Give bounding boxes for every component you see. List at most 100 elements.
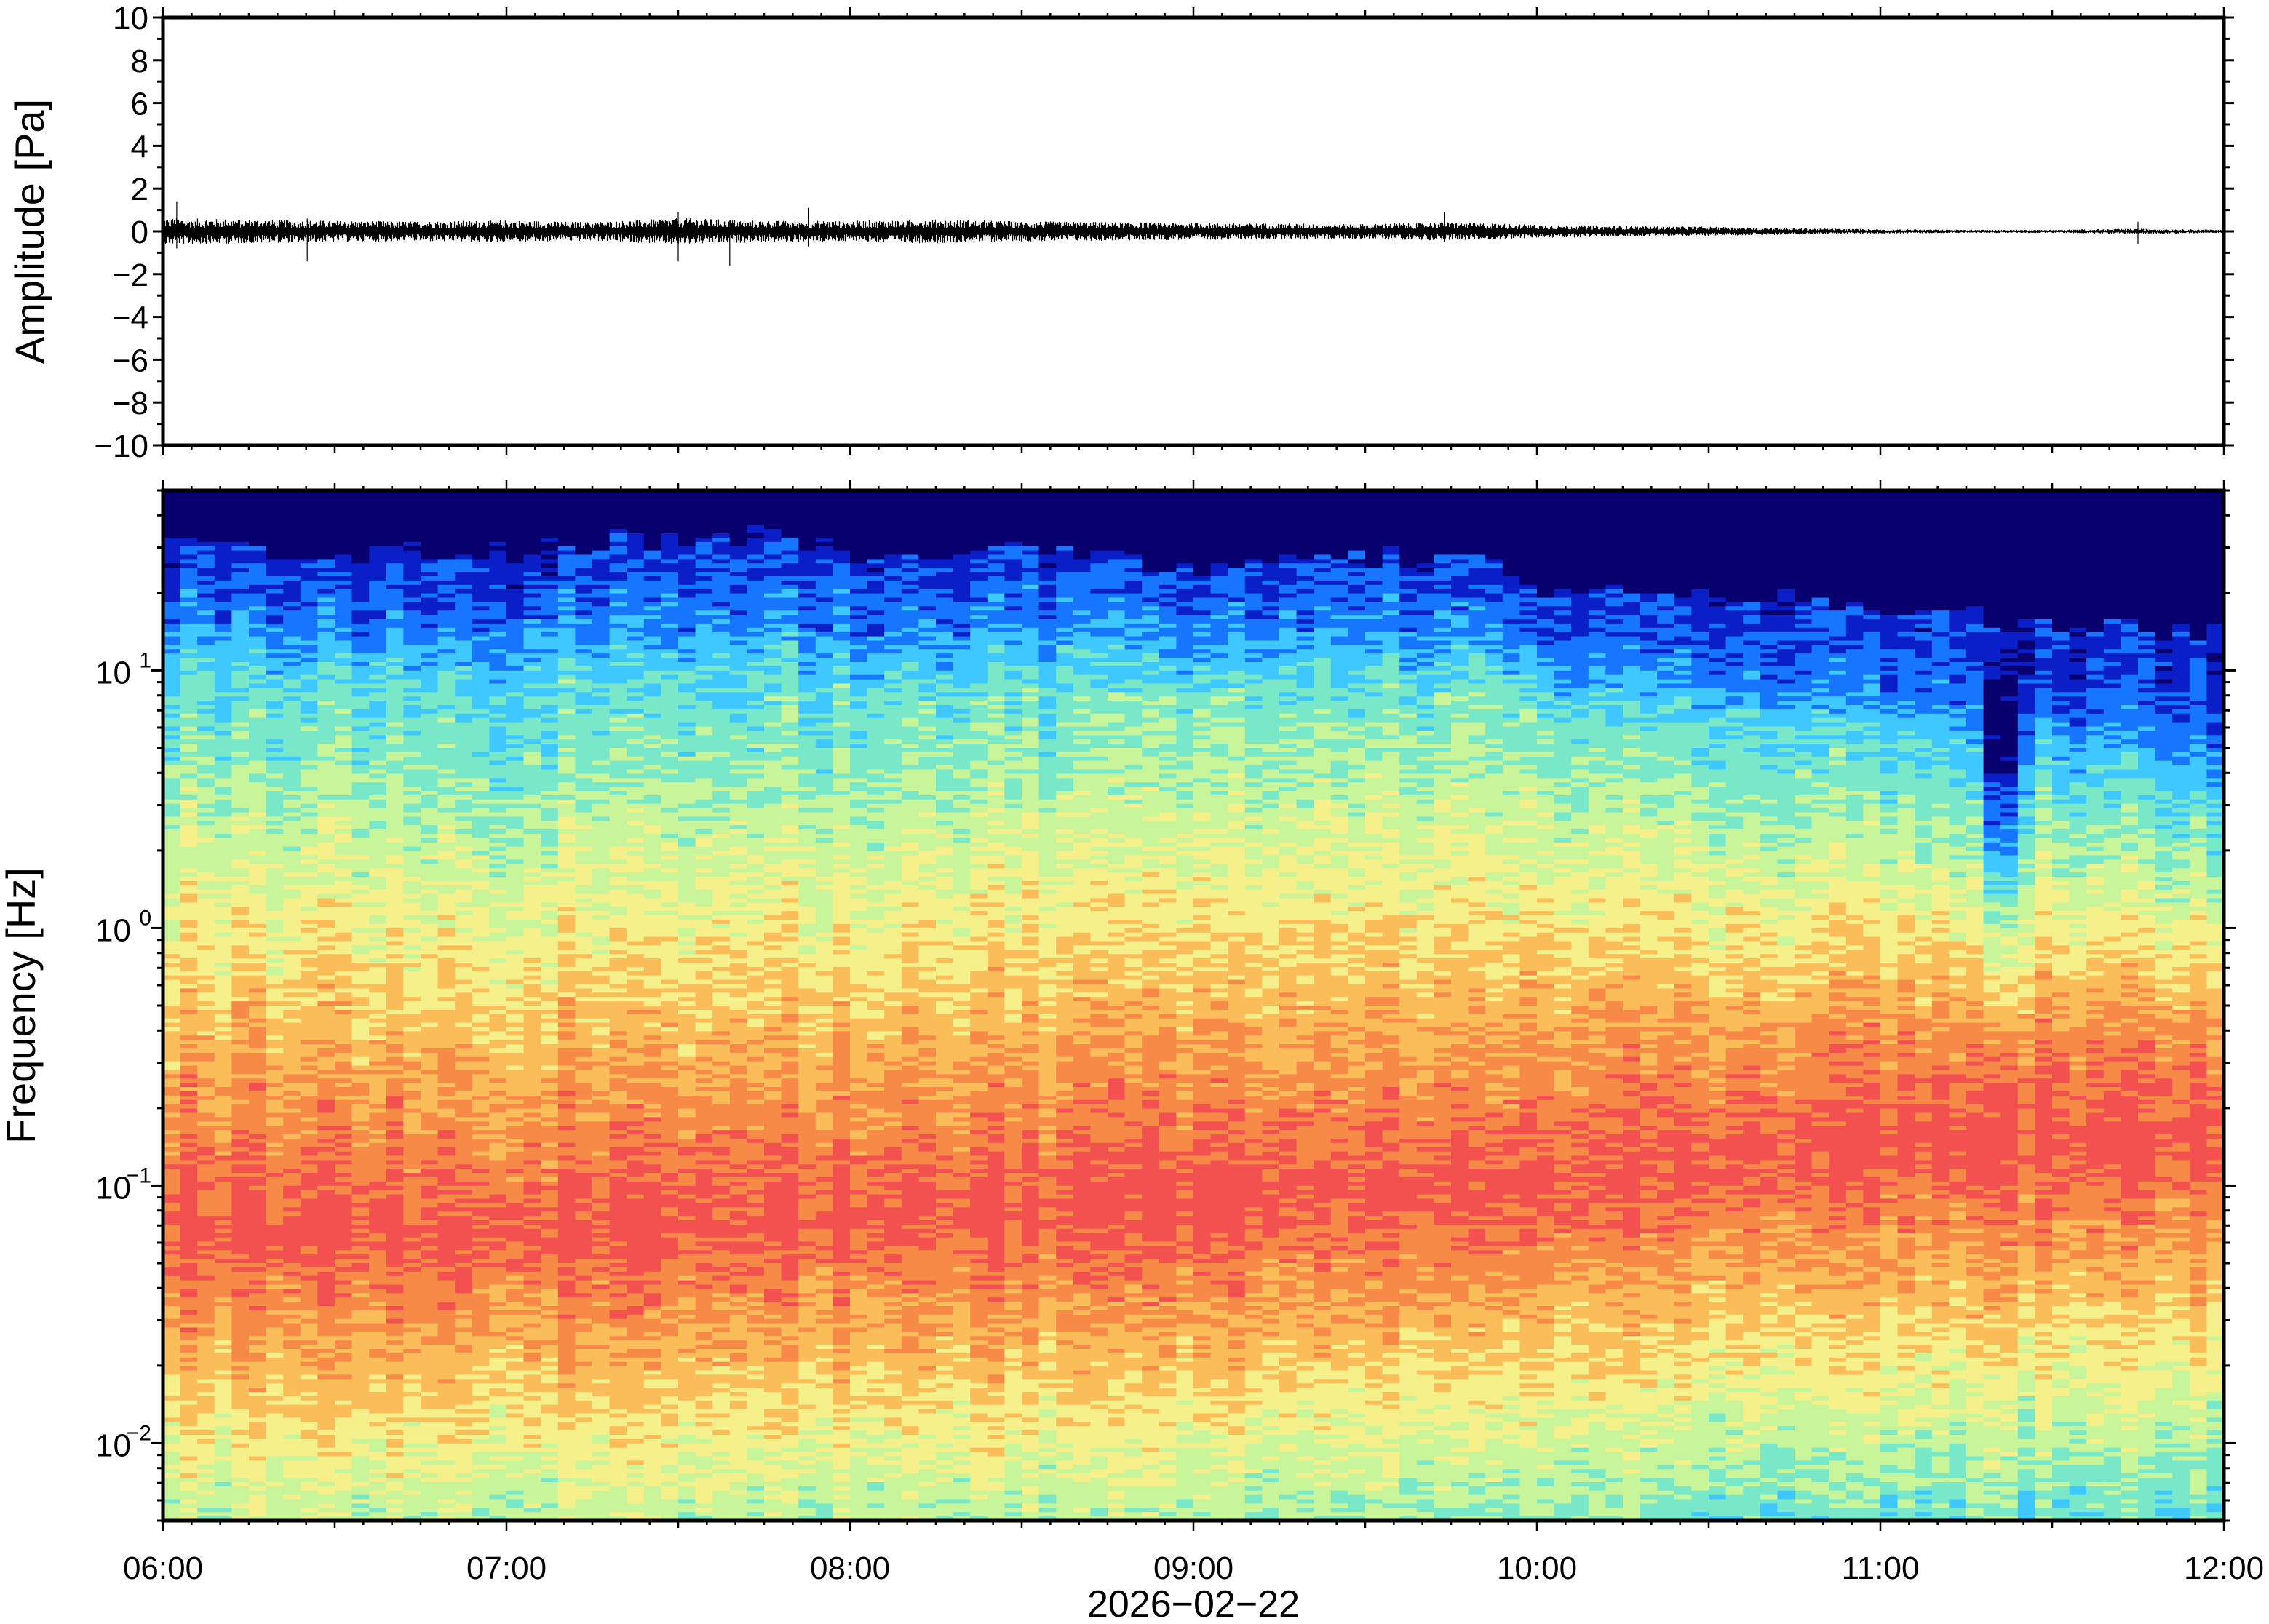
spectrogram-cell [317, 799, 335, 805]
spectrogram-cell [197, 722, 215, 728]
spectrogram-cell [231, 606, 250, 611]
spectrogram-cell [335, 1336, 353, 1341]
spectrogram-cell [351, 1177, 370, 1182]
spectrogram-cell [472, 692, 490, 697]
spectrogram-cell [386, 773, 404, 779]
spectrogram-cell [351, 803, 370, 809]
spectrogram-cell [283, 696, 301, 701]
spectrogram-cell [163, 1275, 181, 1281]
spectrogram-cell [180, 541, 198, 547]
spectrogram-cell [403, 1280, 421, 1286]
spectrogram-cell [197, 490, 215, 495]
spectrogram-cell [266, 1198, 284, 1203]
spectrogram-cell [386, 576, 404, 581]
spectrogram-cell [472, 877, 490, 882]
spectrogram-cell [369, 498, 387, 504]
spectrogram-cell [317, 1340, 335, 1345]
spectrogram-cell [351, 554, 370, 560]
spectrogram-cell [163, 1130, 181, 1135]
spectrogram-cell [386, 864, 404, 869]
spectrogram-cell [317, 1130, 335, 1135]
spectrogram-cell [180, 1417, 198, 1422]
spectrogram-cell [335, 572, 353, 577]
spectrogram-cell [403, 1494, 421, 1500]
spectrogram-cell [335, 1435, 353, 1440]
spectrogram-cell [300, 825, 318, 830]
spectrogram-cell [180, 880, 198, 886]
spectrogram-cell [386, 1456, 404, 1461]
spectrogram-cell [266, 791, 284, 796]
spectrogram-cell [231, 1006, 250, 1011]
spectrogram-cell [489, 1259, 507, 1264]
spectrogram-cell [351, 893, 370, 899]
spectrogram-cell [249, 1001, 267, 1006]
spectrogram-cell [472, 516, 490, 521]
spectrogram-cell [180, 1289, 198, 1294]
spectrogram-cell [283, 1332, 301, 1337]
spectrogram-cell [249, 584, 267, 590]
spectrogram-cell [197, 546, 215, 552]
spectrogram-cell [163, 1117, 181, 1122]
spectrogram-cell [335, 1044, 353, 1049]
spectrogram-cell [335, 1271, 353, 1277]
spectrogram-cell [472, 1121, 490, 1126]
spectrogram-cell [317, 1083, 335, 1088]
spectrogram-cell [437, 1327, 456, 1332]
spectrogram-cell [180, 606, 198, 611]
spectrogram-cell [421, 726, 439, 731]
spectrogram-cell [266, 1254, 284, 1259]
spectrogram-cell [163, 1361, 181, 1367]
spectrogram-cell [197, 1074, 215, 1079]
spectrogram-cell [214, 597, 232, 602]
spectrogram-cell [249, 1366, 267, 1372]
spectrogram-cell [437, 1216, 456, 1221]
spectrogram-cell [249, 568, 267, 573]
spectrogram-cell [249, 1035, 267, 1040]
spectrogram-cell [489, 507, 507, 513]
spectrogram-cell [386, 1499, 404, 1504]
spectrogram-cell [231, 945, 250, 950]
spectrogram-cell [369, 1438, 387, 1444]
spectrogram-cell [351, 1379, 370, 1384]
spectrogram-cell [472, 1009, 490, 1015]
spectrogram-cell [489, 1250, 507, 1255]
spectrogram-cell [231, 1396, 250, 1401]
spectrogram-cell [403, 1220, 421, 1225]
spectrogram-cell [249, 889, 267, 895]
spectrogram-cell [317, 1284, 335, 1289]
spectrogram-cell [421, 550, 439, 556]
spectrogram-cell [489, 1083, 507, 1088]
spectrogram-cell [283, 997, 301, 1002]
spectrogram-cell [249, 1508, 267, 1513]
spectrogram-cell [489, 516, 507, 521]
spectrogram-cell [369, 825, 387, 830]
spectrogram-cell [231, 816, 250, 821]
spectrogram-cell [180, 821, 198, 826]
spectrogram-cell [403, 1289, 421, 1294]
spectrogram-cell [180, 1211, 198, 1217]
spectrogram-cell [163, 1138, 181, 1144]
spectrogram-cell [214, 868, 232, 873]
spectrogram-cell [180, 842, 198, 848]
spectrogram-cell [317, 950, 335, 955]
spectrogram-cell [335, 731, 353, 736]
spectrogram-cell [472, 709, 490, 715]
spectrogram-cell [455, 1099, 473, 1105]
spectrogram-cell [369, 1121, 387, 1126]
spectrogram-cell [266, 1169, 284, 1174]
spectrogram-cell [403, 1284, 421, 1289]
spectrogram-cell [300, 683, 318, 688]
spectrogram-cell [249, 842, 267, 848]
spectrogram-cell [197, 507, 215, 513]
spectrogram-cell [163, 842, 181, 848]
spectrogram-cell [300, 821, 318, 826]
spectrogram-cell [180, 717, 198, 723]
spectrogram-cell [403, 855, 421, 860]
spectrogram-cell [351, 885, 370, 891]
spectrogram-cell [351, 649, 370, 654]
spectrogram-cell [351, 632, 370, 637]
spectrogram-cell [472, 893, 490, 899]
spectrogram-cell [266, 829, 284, 835]
spectrogram-cell [180, 936, 198, 942]
spectrogram-cell [386, 1216, 404, 1221]
